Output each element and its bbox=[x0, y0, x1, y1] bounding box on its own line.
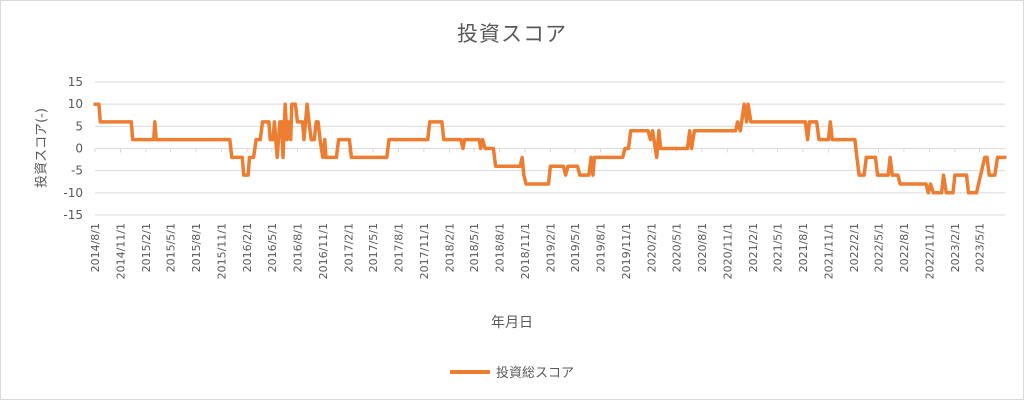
y-tick-label: -15 bbox=[63, 208, 83, 222]
y-tick-labels: 15 10 5 0 -5 -10 -15 bbox=[63, 75, 83, 222]
x-tick-label: 2021/2/1 bbox=[747, 223, 760, 272]
y-tick-label: 5 bbox=[75, 119, 83, 133]
x-tick-label: 2020/2/1 bbox=[645, 223, 658, 272]
x-tick-label: 2018/2/1 bbox=[443, 223, 456, 272]
x-tick-labels: 2014/8/1 2014/11/1 2015/2/1 2015/5/1 2015/8/… bbox=[89, 148, 987, 279]
y-tick-label: 15 bbox=[68, 75, 83, 89]
x-tick-label: 2015/2/1 bbox=[140, 223, 153, 272]
x-tick-label: 2017/5/1 bbox=[367, 223, 380, 272]
x-tick-label: 2019/2/1 bbox=[544, 223, 557, 272]
x-tick-label: 2022/8/1 bbox=[898, 223, 911, 272]
x-tick-label: 2020/5/1 bbox=[670, 223, 683, 272]
x-tick-label: 2016/8/1 bbox=[291, 223, 304, 272]
x-tick-label: 2022/11/1 bbox=[923, 223, 936, 279]
x-tick-label: 2015/8/1 bbox=[190, 223, 203, 272]
x-tick-label: 2017/11/1 bbox=[418, 223, 431, 279]
x-tick-label: 2015/11/1 bbox=[216, 223, 229, 279]
x-tick-label: 2020/8/1 bbox=[696, 223, 709, 272]
x-axis-label: 年月日 bbox=[491, 315, 533, 331]
y-tick-label: -5 bbox=[71, 164, 83, 178]
legend-label: 投資総スコア bbox=[495, 366, 574, 381]
x-tick-label: 2019/5/1 bbox=[569, 223, 582, 272]
x-tick-label: 2021/11/1 bbox=[822, 223, 835, 279]
x-tick-label: 2018/5/1 bbox=[468, 223, 481, 272]
series-group bbox=[93, 102, 1007, 195]
x-tick-label: 2019/8/1 bbox=[595, 223, 608, 272]
x-tick-label: 2021/8/1 bbox=[797, 223, 810, 272]
x-tick-label: 2020/11/1 bbox=[721, 223, 734, 279]
x-tick-label: 2022/5/1 bbox=[872, 223, 885, 272]
x-tick-label: 2017/8/1 bbox=[392, 223, 405, 272]
x-tick-label: 2014/8/1 bbox=[89, 223, 102, 272]
x-tick-label: 2019/11/1 bbox=[620, 223, 633, 279]
x-tick-label: 2014/11/1 bbox=[114, 223, 127, 279]
x-tick-label: 2023/2/1 bbox=[949, 223, 962, 272]
y-tick-label: -10 bbox=[63, 186, 83, 200]
x-tick-label: 2016/2/1 bbox=[241, 223, 254, 272]
x-tick-label: 2022/2/1 bbox=[848, 223, 861, 272]
x-tick-label: 2023/5/1 bbox=[974, 223, 987, 272]
gridlines bbox=[95, 81, 1005, 216]
x-tick-label: 2018/8/1 bbox=[493, 223, 506, 272]
x-tick-label: 2021/5/1 bbox=[771, 223, 784, 272]
series-line-0 bbox=[93, 102, 1007, 195]
chart-title: 投資スコア bbox=[457, 22, 567, 46]
x-tick-label: 2015/5/1 bbox=[165, 223, 178, 272]
x-tick-label: 2017/2/1 bbox=[342, 223, 355, 272]
x-tick-label: 2016/11/1 bbox=[317, 223, 330, 279]
legend-swatch bbox=[449, 369, 490, 374]
x-tick-label: 2018/11/1 bbox=[519, 223, 532, 279]
y-tick-label: 0 bbox=[75, 142, 83, 156]
legend: 投資総スコア bbox=[0, 362, 1024, 381]
y-tick-label: 10 bbox=[68, 97, 83, 111]
x-tick-label: 2016/5/1 bbox=[266, 223, 279, 272]
